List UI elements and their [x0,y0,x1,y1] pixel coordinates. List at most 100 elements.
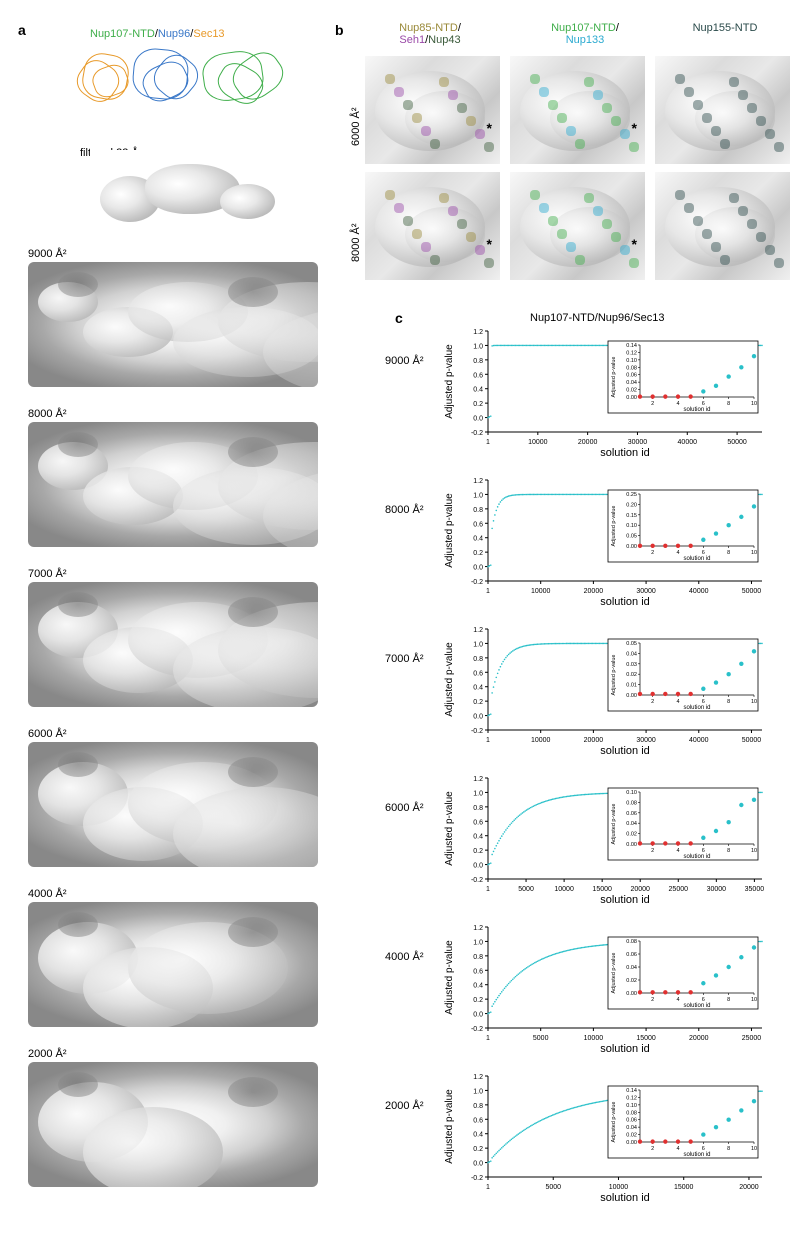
panel-b-cell: * [365,56,500,164]
svg-text:1.0: 1.0 [473,939,483,946]
svg-text:0.04: 0.04 [626,1125,637,1131]
svg-text:0.6: 0.6 [473,670,483,677]
panel-b-col-header: Nup155-NTD [660,22,790,34]
svg-text:0.10: 0.10 [626,523,637,529]
panel-c-label: c [395,310,403,326]
pvalue-chart: -0.20.00.20.40.60.81.01.2110000200003000… [440,623,770,758]
svg-text:0.00: 0.00 [626,693,637,699]
svg-text:0.0: 0.0 [473,863,483,870]
svg-text:-0.2: -0.2 [471,430,483,437]
svg-text:0.8: 0.8 [473,805,483,812]
svg-text:0.4: 0.4 [473,387,483,394]
svg-text:2: 2 [651,401,654,407]
svg-text:0.0: 0.0 [473,1012,483,1019]
svg-text:solution id: solution id [600,894,650,906]
svg-text:1: 1 [486,737,490,744]
svg-text:50000: 50000 [727,439,747,446]
svg-text:solution id: solution id [600,745,650,757]
svg-text:0.2: 0.2 [473,1146,483,1153]
svg-text:0.4: 0.4 [473,536,483,543]
svg-text:25000: 25000 [669,886,689,893]
svg-text:-0.2: -0.2 [471,728,483,735]
svg-text:5000: 5000 [518,886,534,893]
svg-text:10: 10 [751,997,757,1003]
svg-text:0.04: 0.04 [626,651,637,657]
svg-text:10000: 10000 [528,439,548,446]
density-map [28,582,318,707]
svg-text:solution id: solution id [683,854,710,860]
svg-text:0.04: 0.04 [626,380,637,386]
svg-text:0.20: 0.20 [626,502,637,508]
svg-text:0.02: 0.02 [626,672,637,678]
svg-text:0.02: 0.02 [626,978,637,984]
pvalue-chart: -0.20.00.20.40.60.81.01.2110000200003000… [440,325,770,460]
svg-text:2: 2 [651,550,654,556]
svg-text:20000: 20000 [630,886,650,893]
density-map [28,902,318,1027]
svg-text:0.0: 0.0 [473,1161,483,1168]
svg-text:2: 2 [651,699,654,705]
svg-text:20000: 20000 [578,439,598,446]
svg-text:0.03: 0.03 [626,662,637,668]
panel-b-col-header: Nup107-NTD/Nup133 [520,22,650,46]
panel-b-row-label: 6000 Å² [350,107,362,146]
svg-text:0.8: 0.8 [473,358,483,365]
svg-text:0.10: 0.10 [626,1103,637,1109]
surface-label: 4000 Å² [28,888,67,900]
svg-text:0.08: 0.08 [626,800,637,806]
svg-text:1.0: 1.0 [473,1088,483,1095]
surface-label: 6000 Å² [28,728,67,740]
svg-text:8: 8 [727,401,730,407]
panel-b-row-label: 8000 Å² [350,223,362,262]
svg-text:0.02: 0.02 [626,832,637,838]
asterisk: * [632,120,637,136]
svg-text:5000: 5000 [545,1184,561,1191]
svg-text:1.2: 1.2 [473,478,483,485]
svg-text:4: 4 [676,401,679,407]
panel-c-title: Nup107-NTD/Nup96/Sec13 [530,312,665,324]
svg-text:0.00: 0.00 [626,991,637,997]
legend-nup96: Nup96 [158,28,190,40]
svg-text:10: 10 [751,1146,757,1152]
svg-text:50000: 50000 [742,737,762,744]
svg-text:10000: 10000 [531,737,551,744]
ribbon-cartoon [78,44,298,114]
svg-text:10: 10 [751,699,757,705]
panel-a-label: a [18,22,26,38]
surface-label: 9000 Å² [28,248,67,260]
svg-text:0.05: 0.05 [626,534,637,540]
panel-b-cell [655,56,790,164]
svg-text:Adjusted p-value: Adjusted p-value [611,1102,617,1143]
svg-text:0.08: 0.08 [626,365,637,371]
svg-text:Adjusted p-value: Adjusted p-value [444,1089,455,1164]
svg-text:0.4: 0.4 [473,834,483,841]
svg-text:1.2: 1.2 [473,1074,483,1081]
surface-label: 8000 Å² [28,408,67,420]
svg-text:Adjusted p-value: Adjusted p-value [444,791,455,866]
svg-text:4: 4 [676,997,679,1003]
svg-text:0.02: 0.02 [626,1133,637,1139]
svg-text:solution id: solution id [683,1152,710,1158]
svg-text:1.2: 1.2 [473,776,483,783]
svg-text:Adjusted p-value: Adjusted p-value [611,655,617,696]
panel-b-cell: * [365,172,500,280]
panel-b-label: b [335,22,344,38]
asterisk: * [487,236,492,252]
svg-text:0.00: 0.00 [626,1140,637,1146]
svg-text:0.12: 0.12 [626,1095,637,1101]
density-map [28,422,318,547]
density-map [28,742,318,867]
svg-text:4: 4 [676,550,679,556]
svg-text:8: 8 [727,699,730,705]
svg-text:0.04: 0.04 [626,821,637,827]
svg-text:15000: 15000 [592,886,612,893]
svg-text:solution id: solution id [683,556,710,562]
svg-text:2: 2 [651,997,654,1003]
svg-text:0.6: 0.6 [473,1117,483,1124]
svg-text:40000: 40000 [689,737,709,744]
svg-text:4: 4 [676,699,679,705]
svg-text:10000: 10000 [609,1184,629,1191]
panel-a-legend: Nup107-NTD/Nup96/Sec13 [90,24,225,42]
svg-text:0.04: 0.04 [626,965,637,971]
svg-text:0.4: 0.4 [473,1132,483,1139]
